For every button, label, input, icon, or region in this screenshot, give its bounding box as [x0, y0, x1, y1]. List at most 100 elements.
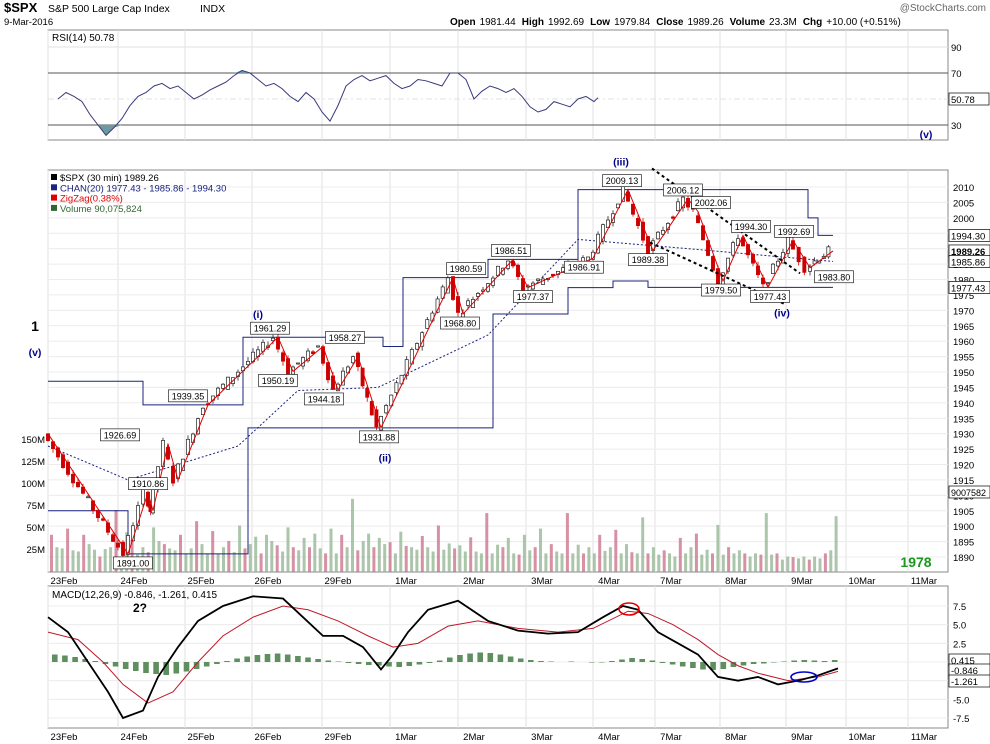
- volume-bar: [130, 539, 134, 572]
- candle-body: [181, 458, 185, 471]
- volume-bar: [297, 550, 301, 572]
- volume-tick: 100M: [21, 479, 45, 490]
- volume-tick: 50M: [27, 523, 46, 534]
- macd-histogram-bar: [750, 662, 757, 664]
- volume-bar: [324, 553, 328, 572]
- volume-bar: [721, 554, 725, 572]
- volume-bar: [420, 536, 424, 572]
- price-side-label: 1989.26: [951, 247, 985, 258]
- quote-value: 1981.44: [480, 17, 517, 28]
- candle-body: [826, 246, 831, 258]
- pivot-label-box: [100, 428, 140, 442]
- candle-body: [271, 337, 275, 341]
- pivot-label: 1910.86: [132, 479, 165, 489]
- price-legend: $SPX (30 min) 1989.26: [60, 173, 159, 184]
- candle-body: [726, 257, 730, 272]
- macd-histogram-bar: [659, 662, 666, 663]
- macd-wave-label: 2?: [133, 601, 147, 615]
- candle-body: [326, 362, 330, 381]
- volume-bar: [539, 528, 542, 572]
- x-axis-label: 1Mar: [395, 576, 417, 587]
- candle-body: [536, 278, 540, 281]
- macd-histogram-bar: [274, 653, 281, 662]
- macd-histogram-bar: [639, 659, 645, 662]
- candle-body: [631, 203, 635, 215]
- volume-bar: [356, 550, 360, 572]
- pivot-label-box: [325, 331, 365, 344]
- pivot-label: 1989.38: [632, 255, 665, 265]
- pivot-label: 1994.30: [735, 222, 768, 232]
- volume-bar: [329, 528, 333, 572]
- channel-mid: [47, 238, 834, 481]
- volume-bar: [351, 498, 354, 572]
- price-tick: 2000: [953, 214, 974, 225]
- pivot-label: 2002.06: [695, 198, 728, 208]
- candle-body: [741, 237, 745, 247]
- candle-body: [171, 465, 175, 484]
- x-axis-label: 7Mar: [660, 576, 682, 587]
- pivot-label: 1986.91: [568, 263, 601, 273]
- volume-bar: [754, 553, 757, 572]
- volume-bar: [447, 543, 451, 572]
- macd-legend: MACD(12,26,9) -0.846, -1.261, 0.415: [52, 590, 218, 601]
- volume-bar: [549, 544, 553, 572]
- volume-bar: [415, 549, 419, 572]
- candle-body: [551, 273, 555, 277]
- volume-bar: [646, 553, 650, 572]
- macd-histogram-bar: [467, 653, 473, 662]
- macd-histogram-bar: [82, 659, 88, 662]
- quote-label: Close: [656, 17, 684, 28]
- legend-swatch: [51, 204, 57, 211]
- volume-bar: [82, 534, 86, 572]
- volume-bar: [727, 547, 731, 572]
- pivot-label: 1939.35: [172, 391, 205, 401]
- x-axis-label: 29Feb: [325, 576, 352, 587]
- macd-histogram-bar: [325, 660, 332, 662]
- volume-bar: [222, 547, 225, 572]
- volume-bar: [248, 544, 252, 572]
- x-axis-label-bottom: 23Feb: [51, 732, 78, 743]
- macd-histogram-bar: [315, 659, 321, 662]
- candle-body: [316, 345, 320, 348]
- x-axis-label: 11Mar: [911, 576, 937, 587]
- pivot-label-box: [250, 321, 290, 335]
- price-tick: 1980: [953, 276, 974, 287]
- macd-histogram-bar: [629, 658, 635, 662]
- macd-histogram-bar: [831, 660, 838, 662]
- x-axis-label-bottom: 1Mar: [395, 732, 417, 743]
- volume-bar: [582, 553, 585, 572]
- candle-body: [384, 405, 389, 414]
- volume-bar: [216, 553, 220, 572]
- volume-bar: [469, 537, 473, 572]
- volume-bar: [168, 548, 172, 572]
- volume-bar: [501, 547, 505, 572]
- volume-bar: [340, 534, 344, 572]
- quote-value: 1992.69: [548, 17, 585, 28]
- macd-histogram-bar: [345, 662, 352, 663]
- macd-histogram-bar: [102, 662, 109, 664]
- volume-bar: [281, 551, 285, 572]
- volume-bar: [453, 548, 457, 572]
- volume-bar: [259, 553, 263, 572]
- rsi-tick: 70: [951, 69, 962, 80]
- candle-body: [111, 534, 115, 542]
- volume-side-box: [948, 485, 990, 499]
- pivot-label: 1992.69: [778, 227, 811, 237]
- volume-bar: [377, 537, 381, 572]
- macd-histogram-bar: [284, 654, 291, 662]
- candle-body: [306, 350, 310, 362]
- pivot-label-box: [359, 430, 399, 444]
- x-axis-label: 4Mar: [598, 576, 620, 587]
- price-tick: 1955: [953, 353, 974, 364]
- price-tick: 1960: [953, 337, 974, 348]
- candle-body: [596, 233, 600, 254]
- wave-label: (iv): [774, 308, 790, 320]
- macd-histogram-bar: [771, 662, 777, 663]
- volume-bar: [291, 547, 295, 572]
- volume-bar: [76, 551, 80, 572]
- x-axis-label-bottom: 2Mar: [463, 732, 485, 743]
- macd-histogram-bar: [143, 662, 149, 673]
- volume-bar: [275, 545, 279, 572]
- volume-bar: [490, 553, 494, 572]
- quote-label: Chg: [803, 17, 822, 28]
